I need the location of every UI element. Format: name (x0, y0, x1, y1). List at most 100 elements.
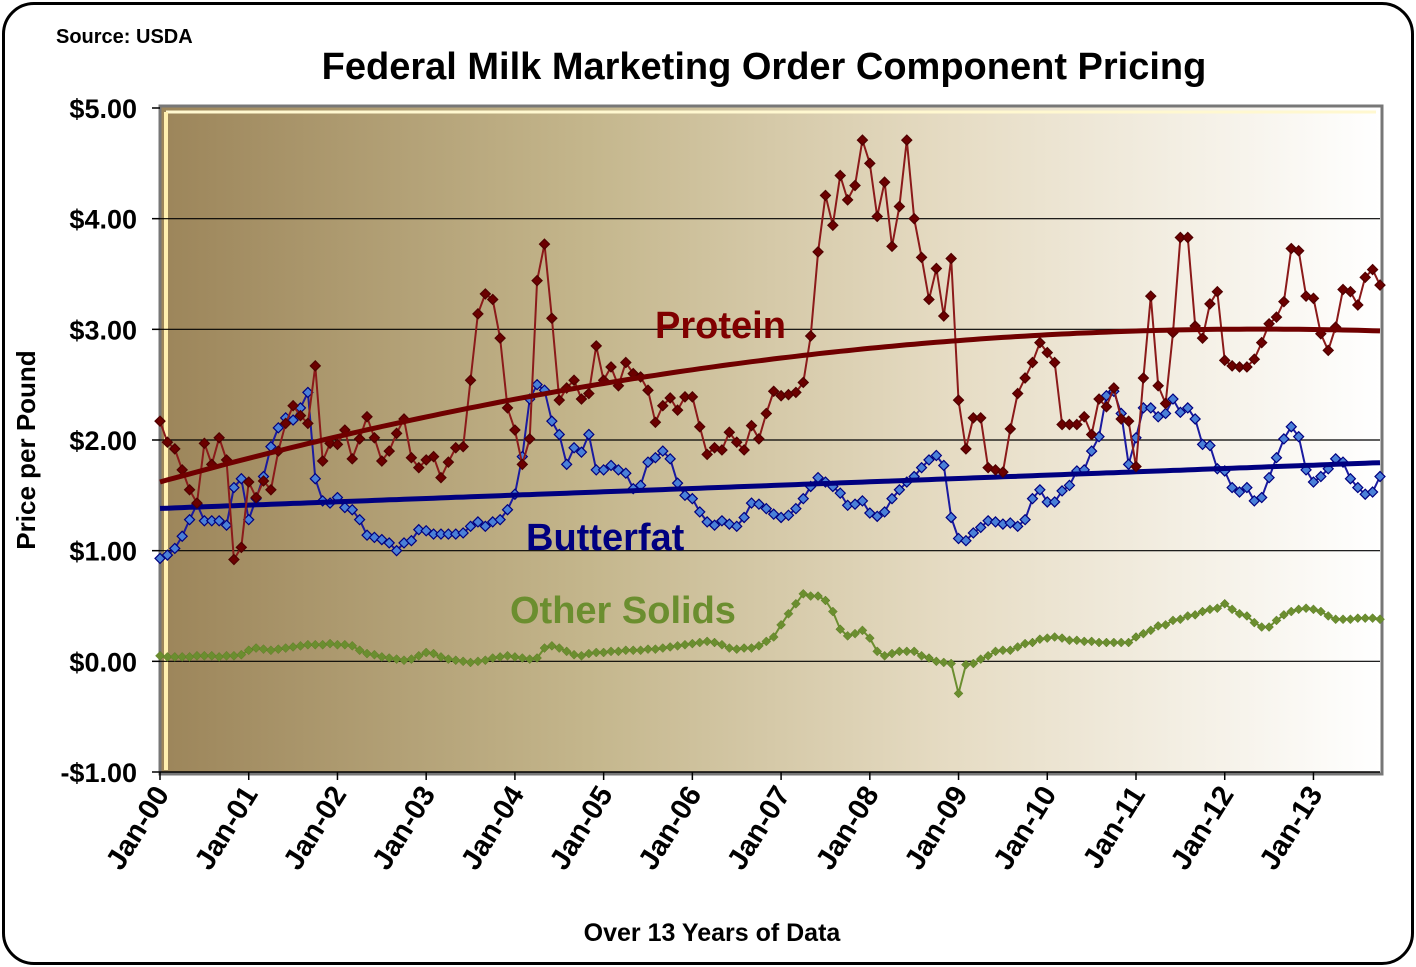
label-protein: Protein (655, 305, 786, 347)
data-point-protein (1218, 354, 1231, 367)
data-point-butterfat (553, 428, 566, 441)
data-point-protein (412, 461, 425, 474)
data-point-other-solids (717, 639, 727, 650)
data-point-protein (1278, 295, 1290, 308)
data-point-protein (1019, 372, 1031, 384)
data-point-other-solids (258, 644, 269, 655)
data-point-other-solids (532, 653, 542, 663)
data-point-other-solids (1227, 604, 1237, 615)
data-point-protein (834, 169, 847, 182)
data-point-protein (923, 293, 935, 306)
data-point-butterfat (760, 502, 773, 515)
data-point-protein (960, 443, 972, 455)
series-line-protein (159, 139, 1381, 563)
data-point-other-solids (1197, 606, 1208, 617)
data-point-butterfat (168, 542, 181, 555)
data-point-other-solids (709, 637, 720, 648)
data-point-butterfat (753, 498, 765, 511)
data-point-butterfat (1159, 407, 1172, 420)
data-point-other-solids (510, 652, 520, 662)
data-point-butterfat (871, 510, 884, 523)
data-point-butterfat (597, 464, 610, 476)
data-point-protein (479, 288, 492, 300)
data-point-other-solids (857, 625, 868, 636)
data-point-protein (1181, 231, 1194, 244)
data-point-other-solids (620, 645, 631, 656)
data-point-butterfat (1189, 413, 1202, 425)
data-point-butterfat (1270, 451, 1283, 464)
data-point-protein (1322, 344, 1335, 357)
data-point-butterfat (915, 461, 928, 474)
data-point-protein (198, 437, 211, 450)
data-point-protein (1130, 460, 1142, 473)
data-point-other-solids (1323, 611, 1334, 621)
data-point-other-solids (1116, 637, 1127, 648)
data-point-butterfat (708, 519, 721, 532)
data-point-butterfat (605, 459, 617, 472)
data-point-other-solids (421, 647, 432, 658)
x-tick-label: Jan-10 (987, 781, 1063, 876)
data-point-butterfat (730, 520, 743, 533)
x-tick-label: Jan-12 (1165, 781, 1241, 876)
data-point-other-solids (909, 646, 920, 657)
data-point-butterfat (893, 483, 906, 496)
data-point-protein (937, 310, 950, 322)
data-point-protein (605, 361, 617, 373)
data-point-butterfat (405, 534, 418, 547)
data-point-other-solids (554, 643, 565, 653)
data-point-butterfat (1307, 476, 1320, 488)
data-point-butterfat (1196, 438, 1209, 451)
x-tick-label: Jan-04 (455, 781, 531, 876)
data-point-protein (464, 374, 477, 387)
data-point-butterfat (1226, 481, 1238, 494)
data-point-protein (375, 455, 388, 467)
x-tick-label: Jan-11 (1077, 781, 1152, 875)
data-point-butterfat (856, 495, 869, 507)
data-point-butterfat (834, 487, 847, 499)
x-tick-label: Jan-09 (899, 781, 975, 876)
data-point-protein (930, 262, 943, 275)
data-point-butterfat (546, 415, 558, 428)
data-point-other-solids (199, 650, 210, 661)
data-point-protein (760, 407, 773, 420)
data-point-protein (1026, 356, 1039, 369)
data-point-other-solids (1079, 636, 1090, 647)
data-point-protein (893, 200, 906, 213)
data-point-other-solids (406, 654, 417, 664)
data-point-other-solids (998, 645, 1008, 656)
trendline-protein (159, 326, 1381, 485)
data-point-other-solids (1049, 632, 1060, 642)
data-point-protein (1122, 415, 1135, 428)
data-point-other-solids (746, 643, 757, 653)
data-point-protein (287, 399, 299, 412)
data-point-protein (1137, 372, 1150, 384)
data-point-protein (997, 466, 1009, 478)
data-point-protein (250, 491, 262, 504)
series-other-solids (155, 588, 1385, 699)
data-point-protein (582, 387, 595, 400)
series-butterfat (154, 378, 1386, 565)
data-point-butterfat (346, 503, 359, 516)
data-point-other-solids (325, 638, 335, 649)
data-point-butterfat (782, 509, 795, 522)
data-point-other-solids (221, 650, 232, 661)
data-point-protein (716, 444, 728, 456)
data-point-protein (863, 157, 876, 170)
data-point-other-solids (547, 640, 557, 651)
data-point-other-solids (561, 646, 572, 657)
data-point-other-solids (798, 588, 809, 599)
data-point-other-solids (1286, 606, 1297, 617)
data-point-protein (952, 394, 965, 407)
data-point-protein (1211, 285, 1224, 298)
data-point-protein (383, 445, 396, 457)
data-point-butterfat (1241, 481, 1253, 494)
data-point-other-solids (791, 598, 801, 609)
data-point-other-solids (369, 649, 380, 660)
data-point-other-solids (1027, 637, 1038, 648)
data-point-other-solids (850, 628, 860, 639)
data-point-other-solids (1219, 598, 1230, 609)
data-point-other-solids (835, 624, 846, 635)
data-point-butterfat (464, 520, 477, 533)
data-point-butterfat (960, 534, 972, 547)
y-tick-label: $0.00 (69, 647, 137, 677)
